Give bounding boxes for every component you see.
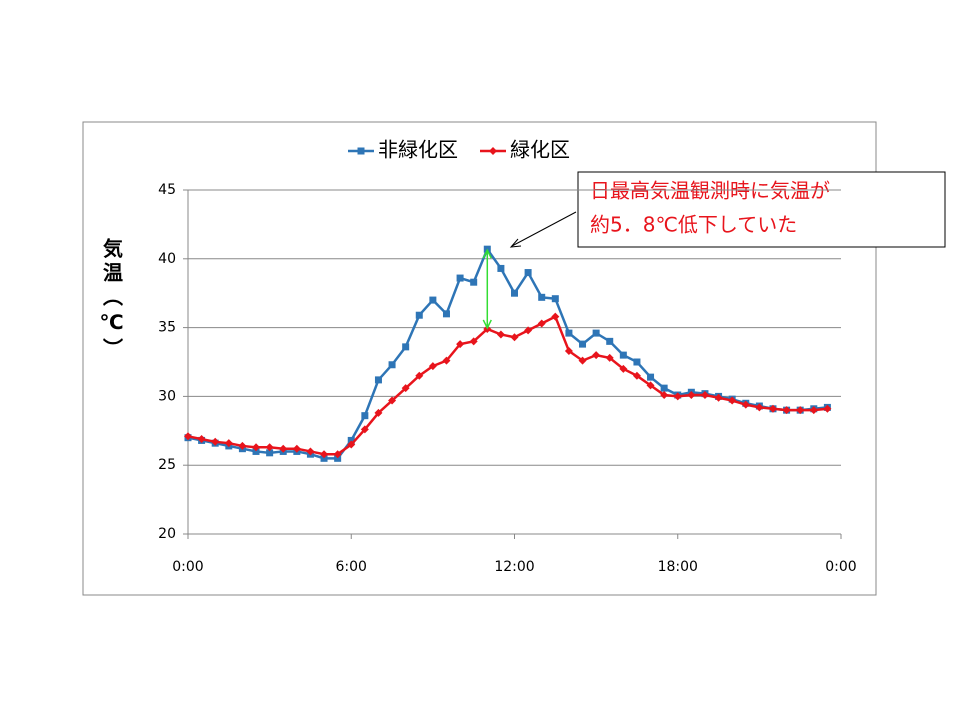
y-axis-label: 気温（℃） [100, 237, 124, 362]
point [755, 403, 764, 412]
point [592, 329, 600, 337]
point [619, 351, 627, 359]
point [456, 340, 465, 349]
point [292, 444, 301, 453]
point [497, 264, 505, 272]
point [660, 384, 668, 392]
point [333, 450, 342, 459]
point [809, 406, 818, 415]
point [374, 376, 382, 384]
point [647, 373, 655, 381]
point [551, 295, 559, 303]
point [511, 289, 518, 297]
point [320, 454, 328, 462]
annotation-pointer [511, 211, 577, 247]
point [388, 396, 397, 405]
point [211, 437, 220, 446]
point [565, 329, 573, 337]
point [388, 361, 396, 369]
point [197, 435, 206, 444]
x-tick-label: 18:00 [658, 559, 698, 575]
point [360, 425, 369, 434]
legend-label: 非緑化区 [378, 138, 458, 162]
point [551, 312, 560, 321]
point [524, 269, 532, 277]
point [687, 391, 696, 400]
point [401, 384, 410, 393]
point [768, 404, 777, 413]
y-tick-label: 45 [158, 182, 176, 198]
legend-marker [489, 147, 497, 155]
point [415, 311, 423, 319]
y-tick-label: 20 [158, 526, 176, 542]
point [646, 381, 655, 390]
point [673, 392, 682, 401]
y-tick-label: 40 [158, 251, 176, 267]
point [592, 351, 601, 360]
point [524, 326, 533, 335]
point [579, 340, 587, 348]
point [252, 447, 260, 455]
point [456, 274, 464, 282]
point [347, 436, 355, 444]
point [700, 391, 709, 400]
point [633, 358, 641, 366]
point [469, 337, 478, 346]
point [741, 400, 750, 409]
point [496, 330, 505, 339]
point [279, 444, 288, 453]
point [782, 406, 791, 415]
annotation-box [577, 171, 946, 248]
point [224, 439, 233, 448]
point [266, 449, 274, 457]
point [632, 371, 641, 380]
point [265, 443, 274, 452]
point [429, 296, 437, 304]
point [334, 454, 342, 462]
point [361, 412, 369, 420]
point [510, 333, 519, 342]
point [714, 393, 723, 402]
x-tick-label: 0:00 [825, 559, 856, 575]
point [470, 278, 478, 286]
x-tick-label: 0:00 [172, 559, 203, 575]
annotation-arrowhead [509, 238, 522, 248]
point [402, 343, 410, 351]
point [428, 362, 437, 371]
point [537, 319, 546, 328]
point [442, 310, 450, 318]
point [320, 450, 329, 459]
arrowhead [482, 319, 492, 330]
point [606, 337, 614, 345]
point [619, 364, 628, 373]
arrowhead [482, 248, 492, 259]
legend-marker [357, 147, 365, 155]
point [796, 406, 805, 415]
point [660, 391, 669, 400]
point [238, 441, 247, 450]
point [252, 443, 261, 452]
annotation-line: 約5．8℃低下していた [590, 213, 797, 237]
point [415, 371, 424, 380]
y-tick-label: 30 [158, 388, 176, 404]
point [347, 440, 356, 449]
legend-label: 緑化区 [510, 138, 570, 162]
point [605, 353, 614, 362]
point [538, 293, 546, 301]
x-tick-label: 6:00 [336, 559, 367, 575]
point [578, 356, 587, 365]
point [728, 396, 737, 405]
point [306, 447, 315, 456]
point [564, 346, 573, 355]
point [442, 356, 451, 365]
x-tick-label: 12:00 [494, 559, 534, 575]
point [184, 432, 192, 441]
y-tick-label: 35 [158, 320, 176, 336]
point [823, 404, 832, 413]
point [374, 408, 383, 417]
y-tick-label: 25 [158, 457, 176, 473]
